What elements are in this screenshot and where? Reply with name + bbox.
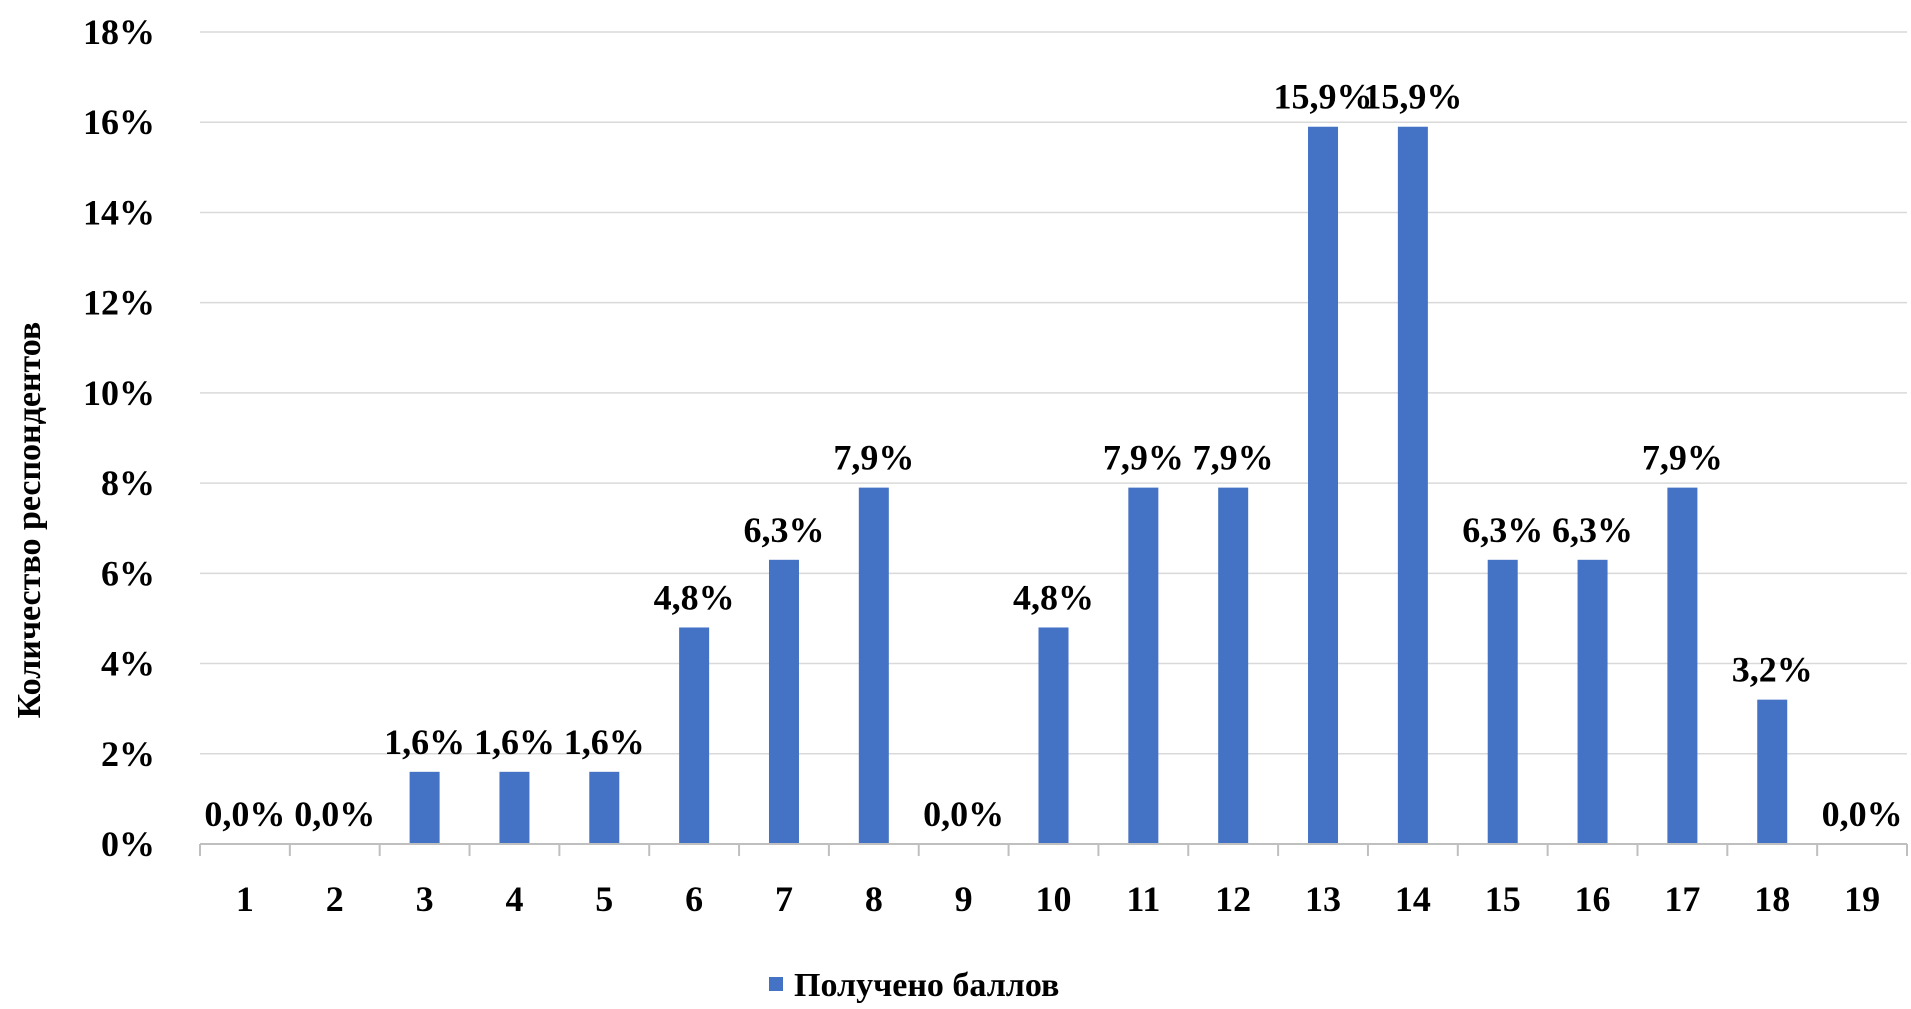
data-label: 1,6%: [564, 722, 645, 762]
y-tick-label: 18%: [83, 12, 155, 52]
data-label: 7,9%: [833, 438, 914, 478]
y-tick-label: 8%: [101, 463, 155, 503]
bar-8: [858, 487, 889, 844]
x-axis: [199, 843, 1908, 856]
data-label: 7,9%: [1103, 438, 1184, 478]
y-tick-label: 14%: [83, 192, 155, 232]
data-label: 6,3%: [1462, 510, 1543, 550]
bar-6: [679, 627, 710, 844]
data-label: 1,6%: [474, 722, 555, 762]
x-tick-label: 15: [1485, 879, 1521, 919]
data-labels: 0,0% 0,0%1,6% 1,6% 1,6%4,8%6,3%7,9%0,0%4,8%…: [204, 77, 1902, 834]
legend-swatch: [769, 977, 783, 991]
x-tick-label: 16: [1575, 879, 1611, 919]
x-tick-label: 4: [505, 879, 523, 919]
bar-5: [589, 771, 620, 844]
data-label: 4,8%: [1013, 577, 1094, 617]
bar-14: [1397, 126, 1428, 844]
legend-label: Получено баллов: [794, 967, 1059, 1004]
x-tick-label: 8: [865, 879, 883, 919]
bar-18: [1757, 699, 1788, 844]
bars: [409, 126, 1788, 844]
y-tick-label: 10%: [83, 373, 155, 413]
bar-12: [1218, 487, 1249, 844]
x-tick-label: 17: [1664, 879, 1700, 919]
x-axis-ticks: 1 2 3 4 5 6 7 8 9 10 11 12 13 14 15 16 17 18 19: [236, 879, 1880, 919]
x-tick-label: 5: [595, 879, 613, 919]
data-label: 3,2%: [1732, 650, 1813, 690]
x-tick-label: 14: [1395, 879, 1431, 919]
gridlines: [200, 31, 1907, 755]
bar-3: [409, 771, 440, 844]
x-tick-label: 2: [326, 879, 344, 919]
y-axis-ticks: 0% 2% 4% 6% 8% 10% 12% 14% 16% 18%: [83, 12, 155, 864]
x-tick-label: 9: [955, 879, 973, 919]
y-axis-title: Количество респондентов: [11, 322, 48, 719]
x-tick-label: 13: [1305, 879, 1341, 919]
data-label: 6,3%: [1552, 510, 1633, 550]
x-tick-label: 6: [685, 879, 703, 919]
data-label: 6,3%: [743, 510, 824, 550]
x-tick-label: 10: [1036, 879, 1072, 919]
data-label: 15,9%: [1363, 77, 1462, 117]
legend: Получено баллов: [769, 967, 1059, 1004]
data-label: 1,6%: [384, 722, 465, 762]
data-label: 0,0%: [294, 794, 375, 834]
data-label: 7,9%: [1193, 438, 1274, 478]
data-label: 15,9%: [1274, 77, 1373, 117]
y-tick-label: 2%: [101, 734, 155, 774]
data-label: 0,0%: [204, 794, 285, 834]
bar-11: [1128, 487, 1159, 844]
bar-16: [1577, 559, 1608, 844]
x-tick-label: 18: [1754, 879, 1790, 919]
bar-13: [1308, 126, 1339, 844]
data-label: 0,0%: [923, 794, 1004, 834]
x-tick-label: 7: [775, 879, 793, 919]
x-tick-label: 3: [416, 879, 434, 919]
x-tick-label: 11: [1126, 879, 1160, 919]
data-label: 7,9%: [1642, 438, 1723, 478]
y-tick-label: 6%: [101, 553, 155, 593]
bar-4: [499, 771, 530, 844]
bar-15: [1487, 559, 1518, 844]
bar-7: [768, 559, 799, 844]
data-label: 4,8%: [654, 577, 735, 617]
data-label: 0,0%: [1822, 794, 1903, 834]
bar-17: [1667, 487, 1698, 844]
x-tick-label: 12: [1215, 879, 1251, 919]
y-tick-label: 0%: [101, 824, 155, 864]
bar-10: [1038, 627, 1069, 844]
x-tick-label: 19: [1844, 879, 1880, 919]
x-tick-label: 1: [236, 879, 254, 919]
y-tick-label: 4%: [101, 644, 155, 684]
y-tick-label: 12%: [83, 283, 155, 323]
y-tick-label: 16%: [83, 102, 155, 142]
